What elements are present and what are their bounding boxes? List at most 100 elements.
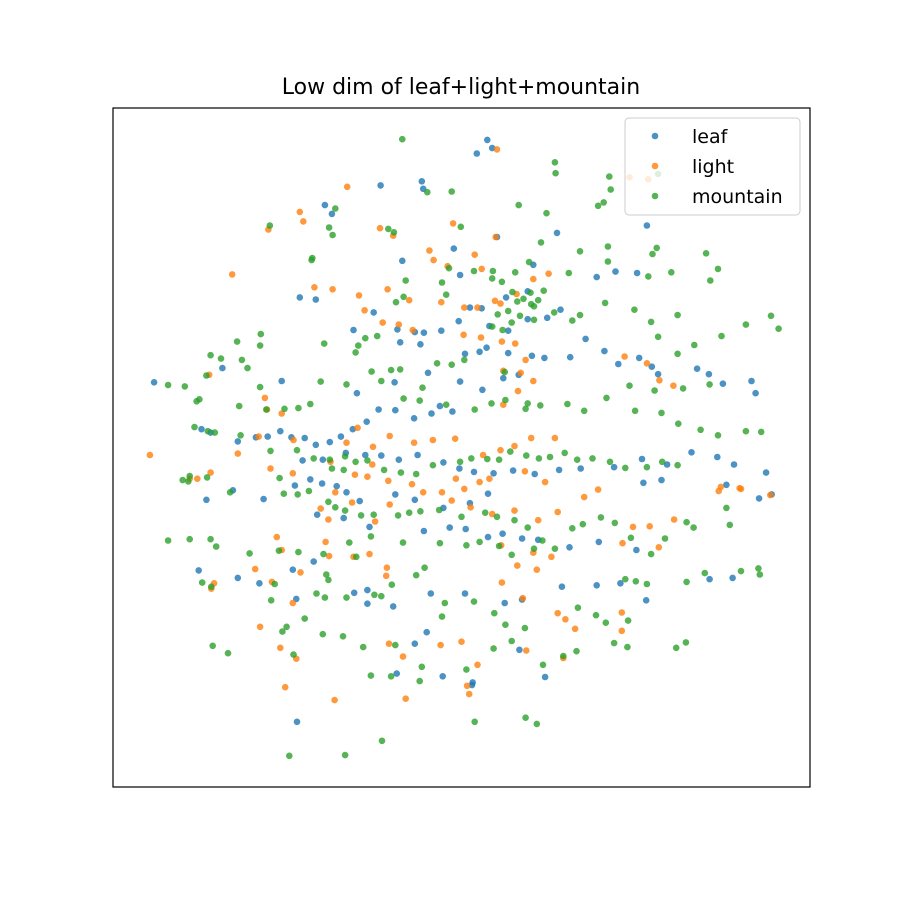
point-leaf-140	[289, 566, 297, 573]
point-light-133	[277, 644, 284, 652]
point-mountain-58	[527, 300, 535, 308]
point-mountain-77	[433, 360, 441, 367]
point-light-15	[478, 265, 486, 273]
point-light-32	[409, 326, 417, 334]
point-light-11	[492, 233, 500, 241]
point-mountain-274	[533, 720, 541, 728]
point-mountain-246	[283, 623, 290, 631]
point-light-27	[329, 286, 336, 293]
point-light-113	[519, 594, 527, 602]
point-leaf-54	[752, 389, 759, 397]
point-light-46	[670, 382, 677, 390]
point-light-28	[311, 284, 318, 291]
point-mountain-100	[235, 402, 243, 410]
point-leaf-143	[195, 567, 202, 574]
point-mountain-141	[340, 466, 348, 474]
point-light-51	[255, 433, 262, 440]
point-light-3	[343, 183, 351, 191]
point-mountain-271	[416, 677, 424, 685]
point-light-60	[343, 439, 350, 447]
point-mountain-38	[402, 277, 410, 284]
point-leaf-129	[420, 527, 428, 535]
point-leaf-120	[318, 480, 326, 487]
point-mountain-18	[390, 229, 398, 236]
point-leaf-132	[484, 533, 492, 541]
point-mountain-132	[211, 429, 219, 436]
point-mountain-248	[321, 594, 329, 601]
point-mountain-279	[185, 478, 192, 485]
point-mountain-34	[470, 267, 478, 275]
point-mountain-197	[647, 550, 655, 558]
point-leaf-156	[729, 574, 736, 582]
point-light-100	[646, 523, 653, 530]
point-mountain-87	[257, 330, 265, 338]
point-mountain-19	[537, 239, 545, 246]
point-light-33	[460, 331, 467, 339]
point-leaf-21	[524, 315, 531, 323]
point-light-4	[296, 208, 304, 216]
point-mountain-264	[592, 611, 600, 619]
point-light-118	[383, 564, 391, 571]
point-mountain-240	[643, 580, 651, 588]
point-leaf-138	[633, 546, 640, 554]
point-mountain-263	[560, 652, 567, 660]
point-leaf-11	[450, 245, 458, 252]
point-mountain-182	[493, 513, 501, 521]
legend-label-mountain: mountain	[692, 186, 783, 208]
point-leaf-142	[234, 574, 242, 582]
point-leaf-34	[312, 296, 320, 303]
point-mountain-160	[622, 464, 629, 472]
point-mountain-62	[576, 311, 584, 319]
point-mountain-91	[217, 355, 225, 362]
point-mountain-89	[233, 338, 241, 345]
point-mountain-231	[301, 615, 309, 622]
point-leaf-118	[343, 489, 350, 496]
point-mountain-85	[373, 332, 381, 340]
point-mountain-108	[416, 397, 424, 404]
point-leaf-99	[577, 465, 584, 472]
point-mountain-138	[326, 456, 334, 464]
point-light-24	[405, 296, 413, 304]
point-light-139	[402, 695, 410, 702]
point-leaf-45	[582, 335, 589, 343]
point-leaf-117	[356, 497, 364, 505]
point-light-103	[670, 516, 678, 523]
point-mountain-63	[601, 299, 609, 307]
legend-box	[624, 117, 801, 216]
point-leaf-109	[723, 481, 730, 489]
point-mountain-241	[198, 579, 206, 586]
point-leaf-4	[377, 182, 384, 189]
point-leaf-36	[396, 339, 404, 346]
point-mountain-144	[380, 466, 388, 474]
point-mountain-47	[520, 295, 527, 303]
point-light-52	[290, 436, 297, 444]
point-light-142	[465, 690, 473, 698]
point-mountain-67	[654, 333, 662, 341]
point-mountain-229	[271, 580, 279, 588]
point-light-88	[325, 516, 332, 523]
point-mountain-170	[305, 487, 313, 495]
point-leaf-100	[610, 463, 618, 471]
point-mountain-20	[576, 248, 584, 255]
point-mountain-270	[286, 752, 293, 760]
point-mountain-208	[207, 535, 214, 543]
point-light-79	[448, 497, 456, 504]
point-light-122	[325, 552, 333, 560]
point-leaf-51	[693, 365, 701, 373]
point-mountain-110	[442, 401, 450, 409]
point-light-67	[479, 451, 487, 459]
point-leaf-110	[658, 476, 665, 484]
point-light-129	[289, 599, 297, 607]
point-mountain-238	[574, 604, 582, 611]
point-leaf-82	[234, 438, 242, 445]
point-mountain-50	[540, 287, 547, 295]
point-light-117	[618, 609, 626, 616]
point-mountain-243	[209, 642, 216, 650]
point-leaf-58	[278, 377, 286, 385]
point-light-20	[491, 297, 499, 305]
point-mountain-157	[573, 456, 581, 464]
point-light-85	[351, 471, 359, 479]
point-leaf-119	[333, 482, 341, 490]
point-mountain-65	[647, 318, 655, 326]
